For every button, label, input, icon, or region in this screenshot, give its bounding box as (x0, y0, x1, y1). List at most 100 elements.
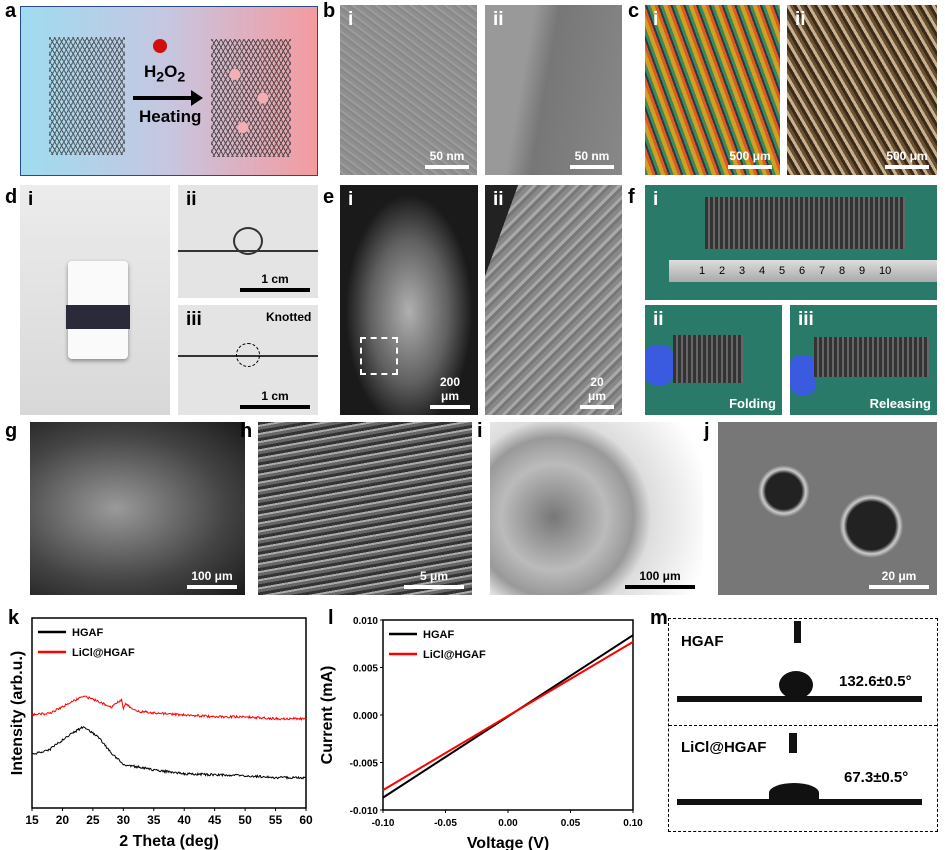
scale-bar: 20 μm (869, 569, 929, 589)
x-tick-label: 25 (86, 813, 100, 827)
photo-d-i: i (20, 185, 170, 415)
sub-label: i (348, 189, 353, 211)
x-tick-label: -0.10 (372, 818, 395, 829)
ruler-number: 4 (759, 265, 769, 277)
series-line-LiCl@HGAF (32, 696, 306, 720)
sem-image-i: 100 μm (490, 422, 703, 595)
released-fabric (814, 337, 929, 377)
legend-label: HGAF (72, 627, 103, 639)
needle (794, 621, 801, 643)
scale-bar: 1 cm (240, 272, 310, 292)
y-tick-label: -0.010 (350, 806, 379, 817)
ruler-number: 5 (779, 265, 789, 277)
sub-label: iii (186, 309, 202, 331)
legend-label: LiCl@HGAF (72, 647, 135, 659)
panel-label-g: g (5, 420, 17, 443)
polarized-image-c-i: i 500 μm (645, 5, 780, 175)
panel-label-f: f (628, 186, 635, 209)
photo-d-ii: ii 1 cm (178, 185, 318, 298)
polarized-image-c-ii: ii 500 μm (787, 5, 937, 175)
x-tick-label: 40 (178, 813, 192, 827)
reagent-label: H2O2 (144, 62, 185, 85)
scale-bar: 100 μm (625, 569, 695, 589)
x-tick-label: 15 (25, 813, 39, 827)
x-axis-label: 2 Theta (deg) (119, 833, 219, 850)
ruler-number: 8 (839, 265, 849, 277)
knotted-annotation: Knotted (266, 310, 311, 324)
panel-a-schematic: H2O2 Heating (20, 6, 318, 176)
series-line-LiCl@HGAF (383, 642, 633, 790)
scale-bar: 200 μm (430, 375, 470, 409)
scale-bar: 1 cm (240, 389, 310, 409)
panel-label-i: i (477, 420, 483, 443)
fiber-substrate (677, 696, 922, 702)
series-line-HGAF (32, 727, 306, 779)
x-tick-label: 0.10 (623, 818, 643, 829)
photo-f-iii: iii Releasing (790, 305, 937, 415)
scale-bar: 100 μm (187, 569, 237, 589)
y-axis-label: Current (mA) (320, 666, 336, 765)
water-molecule-icon (153, 39, 167, 53)
x-tick-label: 0.00 (498, 818, 518, 829)
water-droplet-top (779, 671, 813, 699)
panel-label-b: b (323, 0, 335, 23)
photo-f-ii: ii Folding (645, 305, 782, 415)
scale-bar: 500 μm (728, 149, 772, 169)
tem-image-b-i: i 50 nm (340, 5, 477, 175)
x-tick-label: 0.05 (561, 818, 581, 829)
y-tick-label: 0.005 (353, 664, 378, 675)
panel-label-a: a (5, 0, 16, 23)
sem-image-j: 20 μm (718, 422, 937, 595)
sub-label: ii (653, 309, 664, 331)
sample-label-top: HGAF (681, 633, 724, 650)
sub-label: iii (798, 309, 814, 331)
sem-image-g: 100 μm (30, 422, 245, 595)
contact-angle-bottom: 67.3±0.5° (844, 769, 908, 786)
photo-d-iii: iii Knotted 1 cm (178, 305, 318, 415)
sub-label: i (653, 189, 658, 211)
contact-angle-top: 132.6±0.5° (839, 673, 912, 690)
ruler: 1 2 3 4 5 6 7 8 9 10 (669, 260, 937, 282)
graphene-sheet-icon (49, 37, 125, 155)
sub-label: i (28, 189, 33, 211)
y-tick-label: 0.010 (353, 616, 378, 627)
sub-label: i (653, 9, 658, 31)
panel-label-c: c (628, 0, 639, 23)
sem-image-e-i: i 200 μm (340, 185, 478, 415)
sem-image-h: 5 μm (258, 422, 472, 595)
arrow-right-icon (133, 96, 195, 100)
x-axis-label: Voltage (V) (467, 835, 549, 850)
x-tick-label: 50 (238, 813, 252, 827)
panel-label-m: m (650, 607, 668, 630)
x-tick-label: 60 (299, 813, 313, 827)
panel-label-j: j (704, 420, 710, 443)
ruler-number: 9 (859, 265, 869, 277)
scale-bar: 50 nm (425, 149, 469, 169)
scale-bar: 20 μm (580, 375, 614, 409)
sub-label: ii (795, 9, 806, 31)
panel-label-d: d (5, 186, 17, 209)
sem-image-e-ii: ii 20 μm (485, 185, 622, 415)
ruler-number: 7 (819, 265, 829, 277)
sub-label: ii (493, 189, 504, 211)
gloved-hand (790, 355, 816, 395)
legend-label: LiCl@HGAF (423, 649, 486, 661)
legend-label: HGAF (423, 629, 454, 641)
panel-label-e: e (323, 186, 334, 209)
gloved-hand (645, 345, 673, 385)
ruler-number: 10 (879, 265, 889, 277)
zoom-region-box (360, 337, 398, 375)
divider (669, 725, 937, 726)
iv-chart: -0.10 -0.05 0.00 0.05 0.10 -0.010 -0.005 0.000 0… (320, 600, 650, 850)
panel-label-h: h (240, 420, 252, 443)
ruler-number: 3 (739, 265, 749, 277)
x-tick-label: 30 (117, 813, 131, 827)
x-tick-label: -0.05 (434, 818, 457, 829)
sample-label-bottom: LiCl@HGAF (681, 739, 766, 756)
sub-label: i (348, 9, 353, 31)
wrapped-fiber (66, 305, 130, 329)
sub-label: ii (493, 9, 504, 31)
process-label: Heating (139, 107, 201, 127)
y-tick-label: 0.000 (353, 711, 378, 722)
x-tick-label: 45 (208, 813, 222, 827)
